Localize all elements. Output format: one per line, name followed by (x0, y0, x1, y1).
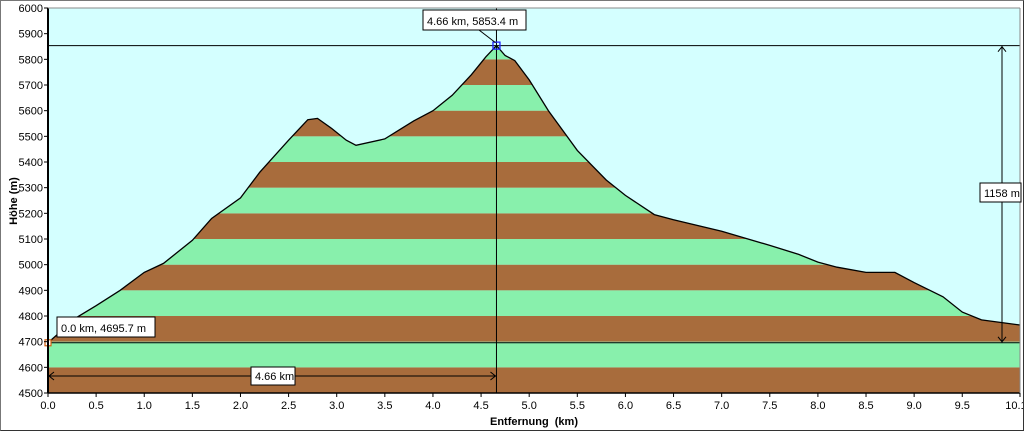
elevation-band (48, 341, 1020, 368)
start-callout: 0.0 km, 4695.7 m (56, 316, 156, 338)
x-tick-label: 1.5 (185, 400, 200, 412)
y-tick-label: 5500 (19, 131, 43, 143)
y-tick-label: 5700 (19, 80, 43, 92)
x-tick-label: 5.0 (522, 400, 537, 412)
x-tick-label: 3.5 (377, 400, 392, 412)
elevation-band (48, 290, 1020, 316)
start-label: 0.0 km, 4695.7 m (61, 323, 146, 335)
peak-marker-icon (492, 41, 501, 50)
y-tick-label: 5600 (19, 106, 43, 118)
height-diff-label: 1158 m (984, 188, 1020, 200)
x-tick-label: 0.0 (40, 400, 55, 412)
x-tick-label: 6.0 (618, 400, 633, 412)
x-tick-label: 7.0 (714, 400, 729, 412)
y-tick-label: 4500 (19, 388, 43, 400)
elevation-band (48, 367, 1020, 393)
x-tick-label: 8.0 (810, 400, 825, 412)
y-tick-label: 5100 (19, 234, 43, 246)
x-tick-label: 7.5 (762, 400, 777, 412)
arrow-head-right-icon (490, 371, 497, 381)
peak-label: 4.66 km, 5853.4 m (427, 16, 518, 28)
peak-callout: 4.66 km, 5853.4 m (422, 9, 527, 44)
x-tick-label: 10.1 (1005, 400, 1023, 412)
x-tick-label: 1.0 (137, 400, 152, 412)
annotations: 0.0 km, 4695.7 m 4.66 km, 5853.4 m 4.66 … (56, 9, 1022, 386)
y-tick-label: 5000 (19, 260, 43, 272)
y-tick-label: 4900 (19, 285, 43, 297)
x-tick-label: 8.5 (858, 400, 873, 412)
y-tick-label: 5400 (19, 157, 43, 169)
x-axis-label: Entfernung (km) (490, 416, 578, 428)
y-tick-label: 5800 (19, 54, 43, 66)
y-tick-label: 4600 (19, 362, 43, 374)
elevation-band (48, 316, 1020, 342)
x-tick-label: 4.5 (473, 400, 488, 412)
y-tick-label: 5200 (19, 208, 43, 220)
x-tick-label: 9.0 (906, 400, 921, 412)
arrow-head-up-icon (997, 45, 1007, 52)
guide-lines (44, 8, 1020, 393)
y-tick-label: 6000 (19, 3, 43, 15)
profile-line (47, 44, 1021, 344)
distance-measure: 4.66 km (250, 366, 296, 386)
x-tick-label: 0.5 (88, 400, 103, 412)
arrow-head-down-icon (997, 336, 1007, 343)
x-tick-label: 9.5 (955, 400, 970, 412)
x-tick-label: 2.5 (281, 400, 296, 412)
y-axis-label: Höhe (m) (8, 177, 20, 225)
x-tick-label: 5.5 (570, 400, 585, 412)
distance-label: 4.66 km (255, 371, 294, 383)
y-tick-label: 5300 (19, 183, 43, 195)
x-tick-label: 6.5 (666, 400, 681, 412)
y-tick-label: 5900 (19, 29, 43, 41)
x-tick-label: 2.0 (233, 400, 248, 412)
x-tick-label: 4.0 (425, 400, 440, 412)
height-diff-measure: 1158 m (979, 182, 1022, 203)
y-tick-label: 4800 (19, 311, 43, 323)
y-tick-label: 4700 (19, 337, 43, 349)
x-tick-label: 3.0 (329, 400, 344, 412)
